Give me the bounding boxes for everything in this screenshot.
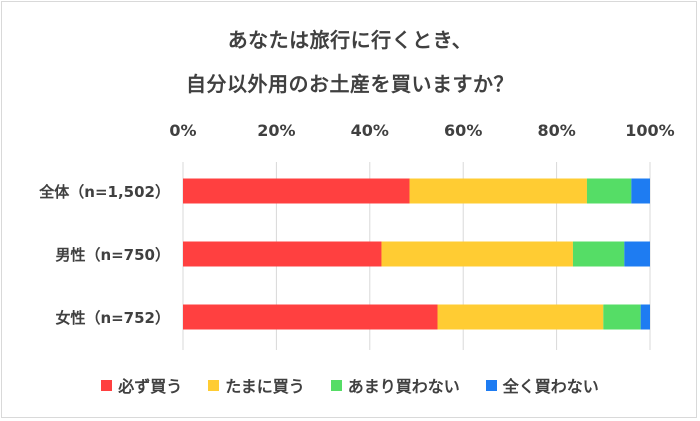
bar-segment — [586, 178, 632, 204]
legend-swatch — [208, 379, 220, 391]
bar-segment — [437, 304, 604, 330]
category-label: 全体（n=1,502） — [38, 183, 170, 201]
legend-label: あまり買わない — [347, 377, 460, 396]
category-label: 男性（n=750） — [55, 246, 170, 264]
x-tick-label: 0% — [169, 121, 196, 140]
legend-label: 必ず買う — [118, 377, 183, 396]
legend-item: 必ず買う — [101, 373, 182, 397]
bar-segment — [409, 178, 587, 204]
x-tick-label: 80% — [537, 121, 575, 140]
legend-swatch — [330, 379, 342, 391]
legend-label: たまに買う — [225, 377, 305, 396]
chart-title: あなたは旅行に行くとき、 — [227, 28, 473, 52]
bar-segment — [183, 241, 382, 267]
bar-segment — [603, 304, 641, 330]
legend-swatch — [485, 379, 497, 391]
legend-item: たまに買う — [208, 373, 305, 397]
legend-item: あまり買わない — [330, 373, 460, 397]
x-tick-label: 20% — [257, 121, 295, 140]
legend-swatch — [101, 379, 113, 391]
legend-item: 全く買わない — [485, 373, 599, 397]
bar-segment — [631, 178, 650, 204]
x-tick-label: 40% — [351, 121, 389, 140]
bar-segment — [572, 241, 625, 267]
bar-segment — [183, 304, 438, 330]
bar-segment — [624, 241, 650, 267]
legend: 必ず買う たまに買う あまり買わない 全く買わない — [0, 373, 700, 397]
bar-segment — [640, 304, 650, 330]
category-label: 女性（n=752） — [55, 309, 170, 327]
x-tick-label: 60% — [444, 121, 482, 140]
bar-segment — [183, 178, 410, 204]
x-tick-label: 100% — [625, 121, 674, 140]
legend-label: 全く買わない — [502, 377, 599, 396]
bar-segment — [381, 241, 573, 267]
chart-subtitle: 自分以外用のお土産を買いますか？ — [186, 72, 514, 96]
